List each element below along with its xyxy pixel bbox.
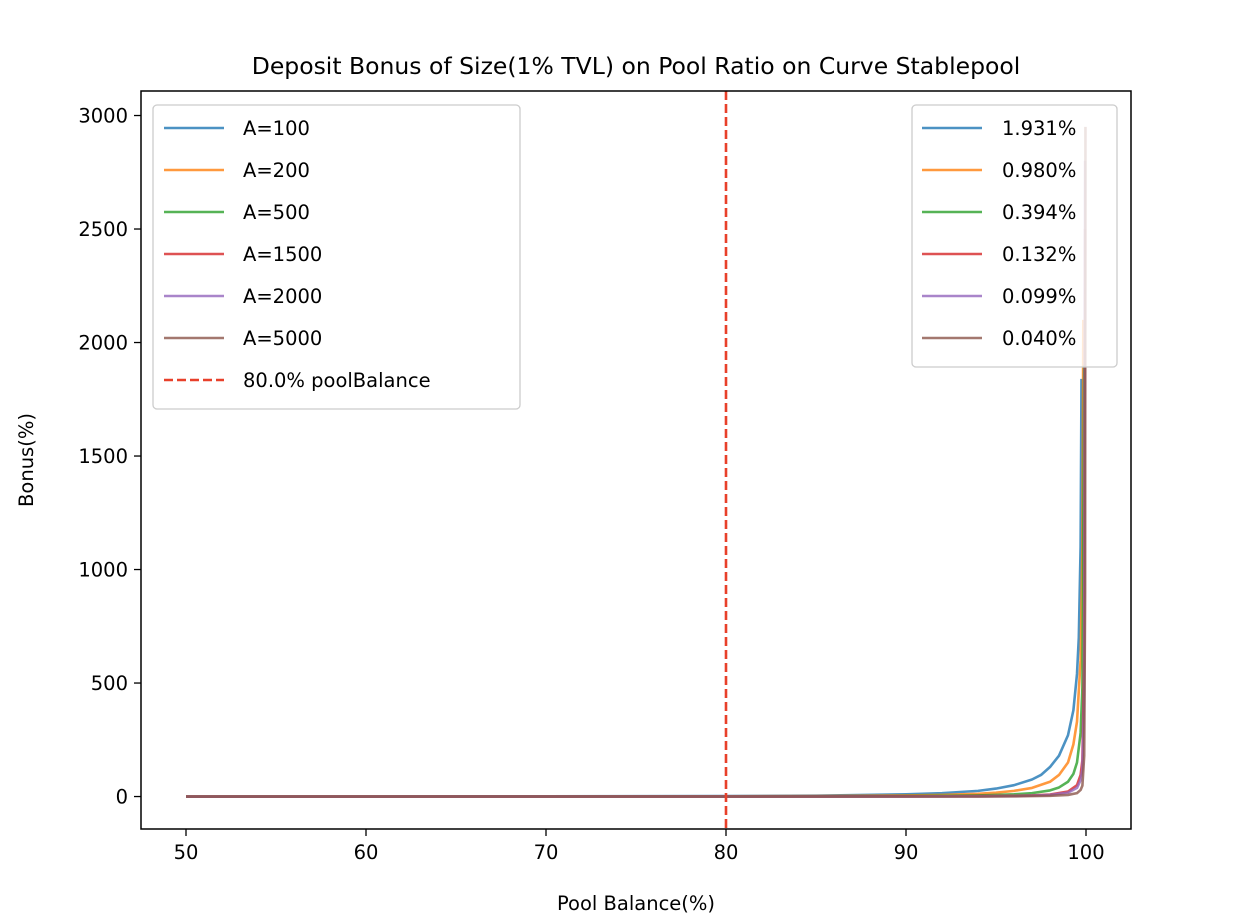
plot-frame — [140, 90, 1132, 830]
y-tick-label: 3000 — [78, 105, 128, 128]
series-line-a-5000 — [186, 126, 1087, 798]
x-tick-label: 100 — [1067, 841, 1104, 864]
y-tick-label: 2000 — [78, 332, 128, 355]
legend-label: 0.394% — [1002, 201, 1076, 224]
y-tick-label: 1500 — [78, 445, 128, 468]
legend-right: 1.931% 0.980% 0.394% 0.132% 0.099% 0.040% — [911, 104, 1118, 368]
chart-title: Deposit Bonus of Size(1% TVL) on Pool Ra… — [252, 52, 1021, 80]
y-tick-label: 500 — [91, 672, 128, 695]
x-tick-label: 80 — [714, 841, 739, 864]
legend-label: A=2000 — [243, 285, 322, 308]
x-tick-label: 90 — [894, 841, 919, 864]
legend-label: A=1500 — [243, 243, 322, 266]
legend-label: A=100 — [243, 117, 310, 140]
y-tick-label: 1000 — [78, 559, 128, 582]
legend-label: A=500 — [243, 201, 310, 224]
y-tick-label: 2500 — [78, 218, 128, 241]
x-tick-label: 70 — [534, 841, 559, 864]
legend-label: 1.931% — [1002, 117, 1076, 140]
legend-left: A=100 A=200 A=500 A=1500 A=2000 A=5000 80.0% p… — [152, 104, 521, 410]
x-axis-label: Pool Balance(%) — [557, 892, 715, 915]
x-tick-label: 60 — [354, 841, 379, 864]
y-axis: 0 500 1000 1500 2000 2500 3000 — [78, 105, 141, 809]
y-tick-label: 0 — [116, 786, 128, 809]
legend-label: 0.980% — [1002, 159, 1076, 182]
legend-label: 0.099% — [1002, 285, 1076, 308]
legend-label: 80.0% poolBalance — [243, 369, 431, 392]
x-tick-label: 50 — [174, 841, 199, 864]
legend-label: A=200 — [243, 159, 310, 182]
legend-label: 0.132% — [1002, 243, 1076, 266]
legend-box — [152, 104, 521, 410]
x-axis: 50 60 70 80 90 100 — [174, 829, 1105, 864]
legend-label: 0.040% — [1002, 327, 1076, 350]
legend-label: A=5000 — [243, 327, 322, 350]
y-axis-label: Bonus(%) — [15, 413, 38, 507]
